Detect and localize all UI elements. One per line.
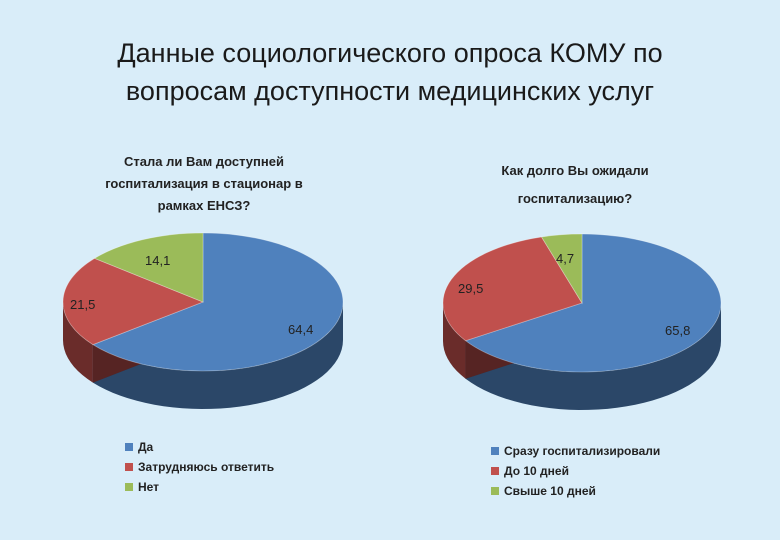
slide-title-line-1: Данные социологического опроса КОМУ по	[117, 38, 663, 68]
legend-item-hard-to-say: Затрудняюсь ответить	[125, 457, 274, 477]
legend-swatch-up-to-10-days	[491, 467, 499, 475]
legend-label-hard-to-say: Затрудняюсь ответить	[138, 460, 275, 474]
chart-2-title-line-1: Как долго Вы ожидали	[501, 163, 649, 178]
pie-1-slice-2	[93, 232, 204, 303]
pie-2-side-1	[443, 303, 466, 379]
pie-1-value-label-0: 64,4	[288, 322, 313, 337]
legend-swatch-hard-to-say	[125, 463, 133, 471]
pie-2-side-0	[465, 303, 721, 410]
chart-1-title: Стала ли Вам доступней госпитализация в …	[70, 151, 338, 217]
pie-1-value-label-2: 14,1	[145, 253, 170, 268]
legend-label-yes: Да	[138, 440, 154, 454]
legend-label-immediately: Сразу госпитализировали	[504, 444, 661, 458]
pie-chart-2: 65,8 29,5 4,7	[442, 233, 722, 410]
legend-swatch-yes	[125, 443, 133, 451]
pie-2-slice-1	[442, 236, 583, 342]
pie-1-slice-0	[92, 232, 344, 372]
pie-2-slice-2	[540, 233, 583, 305]
pie-2-value-label-2: 4,7	[556, 251, 574, 266]
pie-2-value-label-1: 29,5	[458, 281, 483, 296]
chart-1-legend: Да Затрудняюсь ответить Нет	[125, 437, 274, 497]
legend-label-up-to-10-days: До 10 дней	[504, 464, 569, 478]
legend-item-no: Нет	[125, 477, 274, 497]
legend-label-no: Нет	[138, 480, 160, 494]
legend-swatch-over-10-days	[491, 487, 499, 495]
legend-label-over-10-days: Свыше 10 дней	[504, 484, 596, 498]
pie-1-side-0	[92, 302, 343, 409]
slide-title: Данные социологического опроса КОМУ по в…	[0, 34, 780, 110]
pie-2-slice-0	[464, 233, 722, 373]
legend-item-up-to-10-days: До 10 дней	[491, 461, 660, 481]
chart-2-legend: Сразу госпитализировали До 10 дней Свыше…	[491, 441, 660, 501]
pie-1-value-label-1: 21,5	[70, 297, 95, 312]
slide-title-line-2: вопросам доступности медицинских услуг	[125, 76, 655, 106]
pie-1-slice-1	[62, 257, 205, 346]
chart-1-title-line-3: рамках ЕНСЗ?	[157, 198, 251, 213]
chart-2-title: Как долго Вы ожидали госпитализацию?	[440, 157, 710, 213]
chart-1-title-line-1: Стала ли Вам доступней	[124, 154, 284, 169]
pie-1-side-1	[63, 302, 93, 383]
legend-item-yes: Да	[125, 437, 274, 457]
chart-2-title-line-2: госпитализацию?	[517, 191, 633, 206]
pie-chart-1: 64,4 21,5 14,1	[62, 232, 344, 409]
chart-1-title-line-2: госпитализация в стационар в	[105, 176, 303, 191]
legend-swatch-immediately	[491, 447, 499, 455]
legend-item-immediately: Сразу госпитализировали	[491, 441, 660, 461]
legend-item-over-10-days: Свыше 10 дней	[491, 481, 660, 501]
legend-swatch-no	[125, 483, 133, 491]
pie-2-value-label-0: 65,8	[665, 323, 690, 338]
